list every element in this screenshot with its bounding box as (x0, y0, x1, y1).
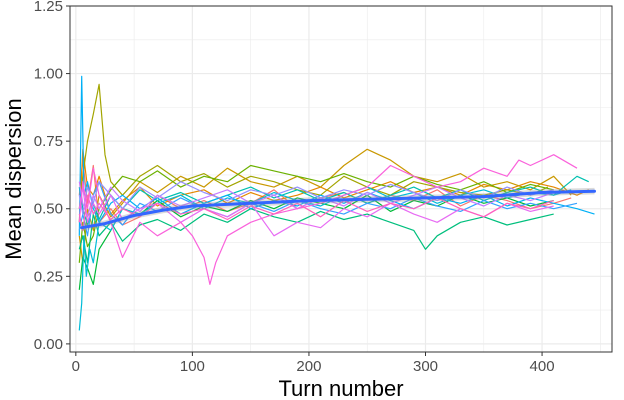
trend-confidence-band (81, 187, 595, 231)
x-axis-title: Turn number (278, 376, 403, 400)
x-tick-label: 200 (296, 358, 321, 375)
series-line-12 (78, 181, 554, 215)
panel-border (69, 5, 613, 353)
series-line-1 (78, 159, 572, 226)
y-tick-label: 0.50 (34, 201, 63, 218)
y-tick-label: 1.00 (34, 66, 63, 83)
trend-line (80, 189, 596, 230)
x-tick-label: 300 (413, 358, 438, 375)
series-line-7 (78, 208, 554, 264)
x-tick-label: 400 (530, 358, 555, 375)
series-line-4 (78, 83, 549, 209)
y-tick-label: 1.25 (34, 0, 63, 15)
y-axis: 0.00 0.25 0.50 0.75 1.00 1.25 (34, 0, 70, 353)
series-line-16 (78, 194, 554, 231)
y-tick-label: 0.25 (34, 268, 63, 285)
series-line-10 (78, 75, 595, 236)
y-tick-label: 0.00 (34, 336, 63, 353)
y-axis-title: Mean dispersion (1, 98, 26, 259)
x-tick-label: 100 (180, 358, 205, 375)
x-tick-label: 0 (72, 358, 80, 375)
y-tick-label: 0.75 (34, 133, 63, 150)
x-axis: 0 100 200 300 400 (72, 352, 555, 375)
series-layer (78, 75, 595, 331)
series-line-14 (78, 186, 554, 237)
grid-minor (70, 6, 612, 352)
series-line-11 (78, 181, 578, 237)
trend-layer (80, 187, 596, 231)
